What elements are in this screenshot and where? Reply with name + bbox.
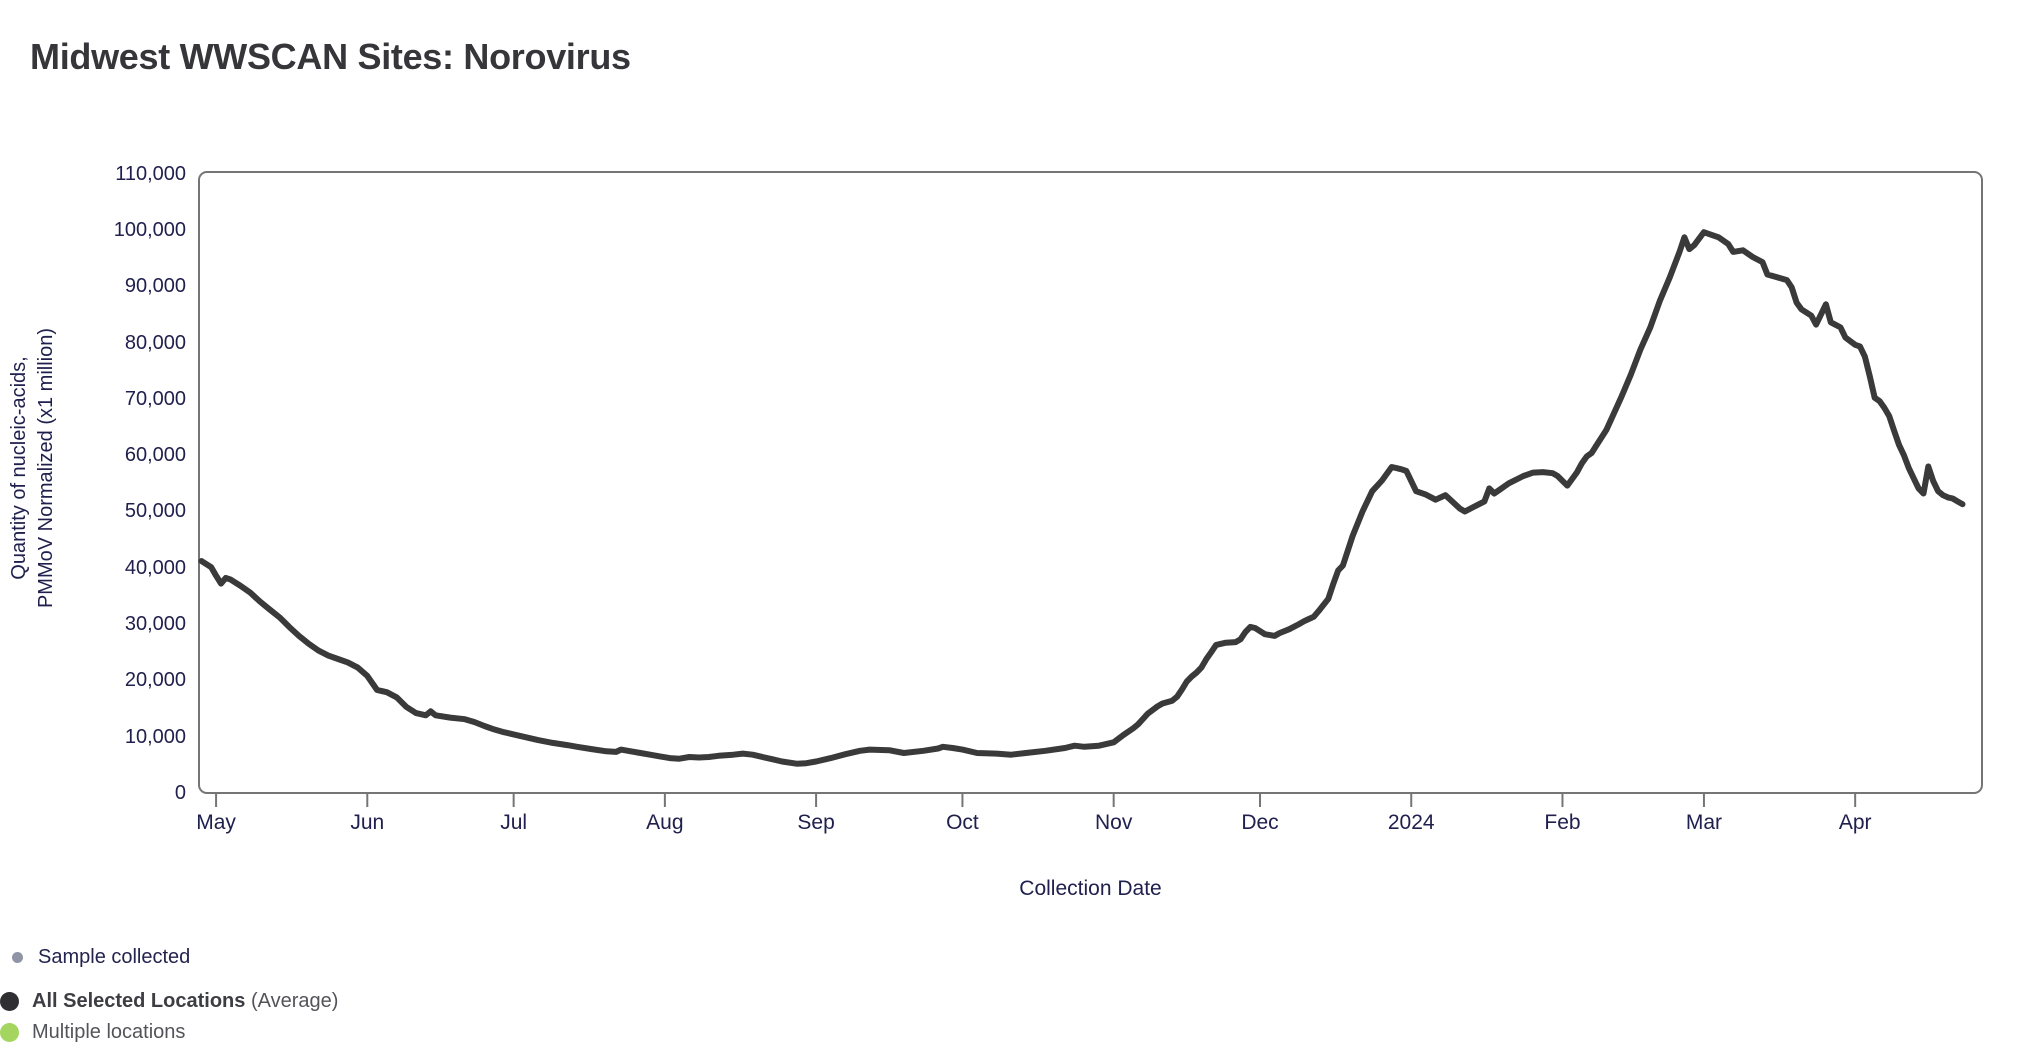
y-tick-label: 90,000 xyxy=(124,275,186,298)
x-tick-label: Dec xyxy=(1241,811,1279,834)
page-title: Midwest WWSCAN Sites: Norovirus xyxy=(30,36,631,77)
y-tick-label: 70,000 xyxy=(124,387,186,410)
y-axis-title-line2: PMMoV Normalized (x1 million) xyxy=(35,327,57,609)
y-tick-label: 60,000 xyxy=(124,444,186,467)
legend-item-label-suffix: (Average) xyxy=(245,989,339,1012)
legend-item-label: Multiple locations xyxy=(32,1020,186,1043)
all-selected-locations-dot-icon xyxy=(0,991,19,1011)
x-tick-label: May xyxy=(196,811,236,834)
legend-item-all-selected-locations[interactable]: All Selected Locations (Average) xyxy=(0,989,338,1013)
y-tick-label: 110,000 xyxy=(115,162,186,185)
legend-item-label-bold: All Selected Locations xyxy=(32,989,246,1012)
y-tick-label: 20,000 xyxy=(124,669,186,692)
legend-item-multiple-locations[interactable]: Multiple locations xyxy=(0,1020,185,1044)
x-tick-label: Apr xyxy=(1838,811,1872,834)
plot-frame xyxy=(198,171,1983,794)
legend-item-label: All Selected Locations (Average) xyxy=(32,990,338,1013)
x-tick-label: Nov xyxy=(1094,811,1133,834)
x-axis-title: Collection Date xyxy=(1019,877,1162,900)
y-tick-label: 80,000 xyxy=(124,331,186,354)
y-tick-label: 30,000 xyxy=(124,613,186,636)
legend-item-label: Sample collected xyxy=(38,945,191,968)
x-tick-label: 2024 xyxy=(1387,811,1435,834)
x-tick-label: Feb xyxy=(1544,811,1581,834)
x-tick-label: Jun xyxy=(350,811,385,834)
y-axis-title: Quantity of nucleic-acids, PMMoV Normali… xyxy=(6,168,64,768)
legend-item-sample-collected[interactable]: Sample collected xyxy=(12,945,190,969)
y-axis-title-line1: Quantity of nucleic-acids, xyxy=(8,356,30,580)
series-line-all-selected-locations[interactable] xyxy=(198,229,1966,767)
y-tick-label: 100,000 xyxy=(113,218,186,241)
y-tick-label: 40,000 xyxy=(124,556,186,579)
x-tick-label: Sep xyxy=(797,811,835,834)
multiple-locations-dot-icon xyxy=(0,1022,19,1042)
y-tick-label: 0 xyxy=(174,782,186,804)
y-tick-label: 50,000 xyxy=(124,500,186,523)
x-tick-label: Mar xyxy=(1685,811,1723,834)
x-tick-label: Aug xyxy=(646,811,684,834)
y-tick-label: 10,000 xyxy=(124,725,186,748)
sample-collected-dot-icon xyxy=(12,951,23,963)
x-tick-label: Jul xyxy=(500,811,528,834)
x-tick-label: Oct xyxy=(946,811,979,834)
